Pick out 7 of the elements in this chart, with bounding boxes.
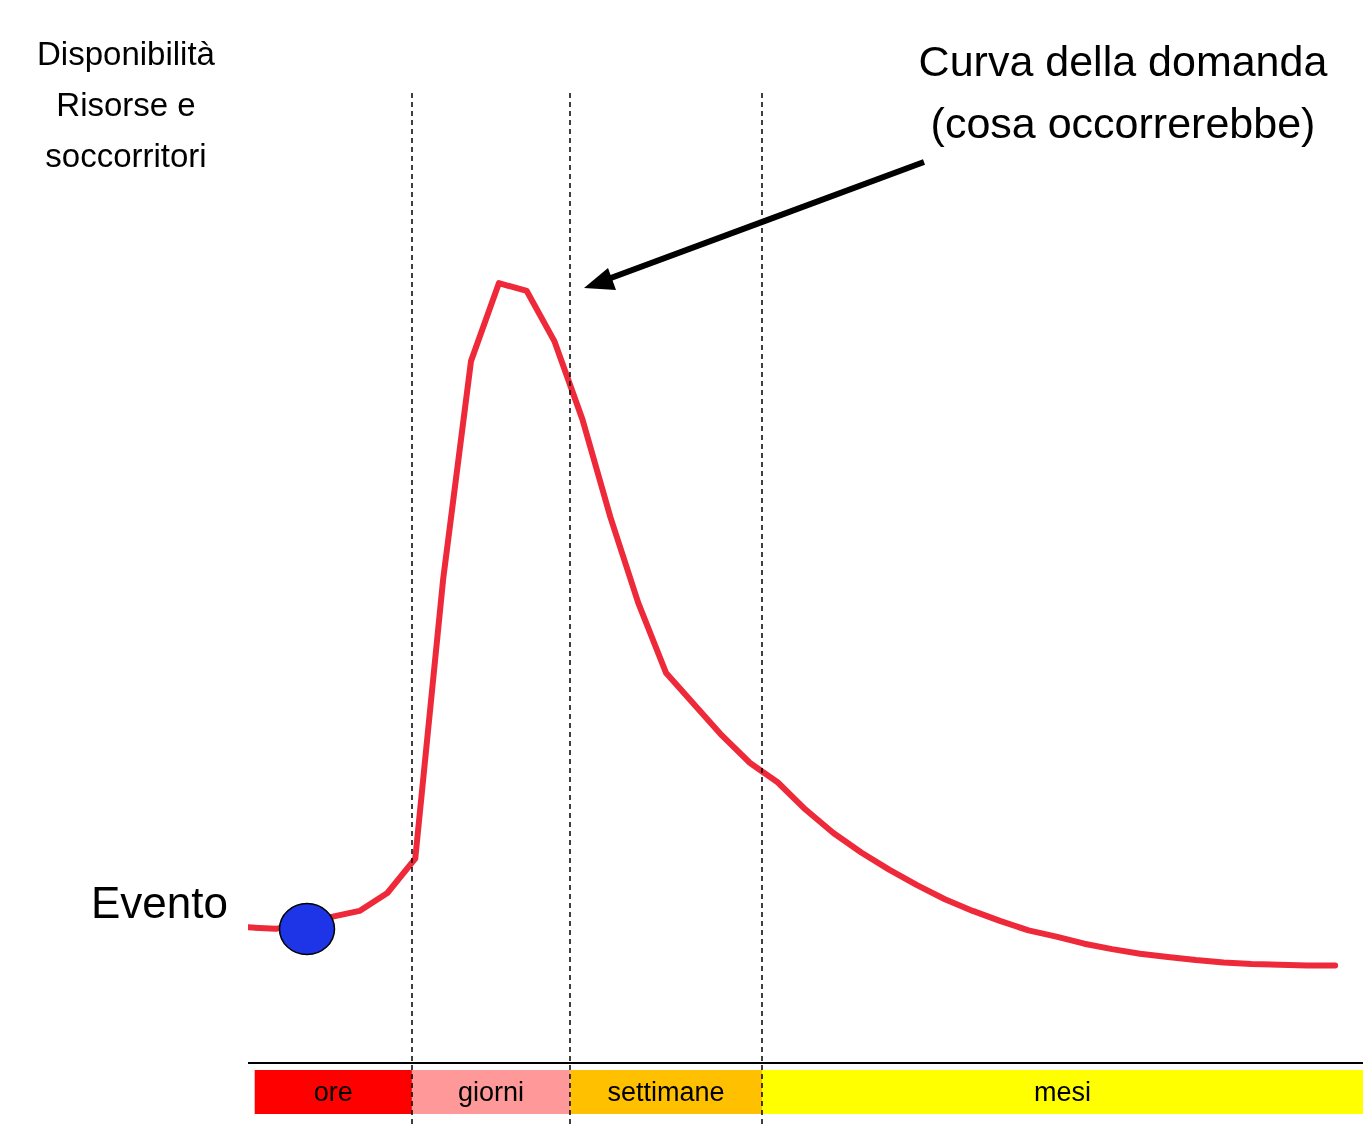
text: Evento xyxy=(90,878,228,928)
text: mesi xyxy=(762,1070,1363,1114)
text: settimane xyxy=(570,1070,762,1114)
text: Curva della domanda (cosa occorrerebbe) xyxy=(917,36,1329,149)
text: giorni xyxy=(411,1070,571,1114)
text: ore xyxy=(254,1070,412,1114)
y-axis-title: Disponibilità Risorse e soccorritori xyxy=(36,34,216,176)
